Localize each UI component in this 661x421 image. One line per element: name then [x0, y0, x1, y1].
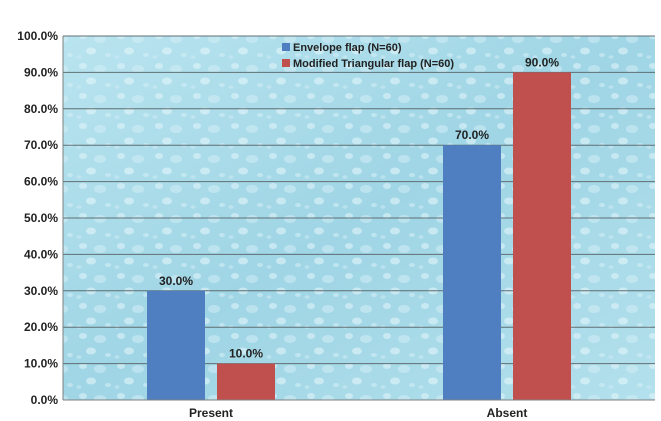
y-tick-label: 80.0%	[24, 102, 58, 116]
data-label: 90.0%	[525, 55, 559, 69]
bars	[147, 72, 571, 401]
y-tick-label: 100.0%	[17, 29, 58, 43]
y-tick-label: 90.0%	[24, 65, 58, 79]
bar	[443, 145, 501, 400]
legend-swatch-envelope	[282, 43, 290, 51]
legend: Envelope flap (N=60) Modified Triangular…	[282, 42, 454, 70]
legend-swatch-triangular	[282, 59, 290, 67]
y-tick-label: 30.0%	[24, 284, 58, 298]
legend-label-triangular: Modified Triangular flap (N=60)	[293, 58, 454, 70]
y-tick-label: 20.0%	[24, 320, 58, 334]
bar	[513, 72, 571, 401]
y-tick-label: 40.0%	[24, 247, 58, 261]
y-tick-label: 60.0%	[24, 175, 58, 189]
y-tick-label: 70.0%	[24, 138, 58, 152]
bar	[217, 363, 275, 400]
y-tick-label: 50.0%	[24, 211, 58, 225]
x-tick-label: Present	[189, 406, 233, 420]
data-label: 70.0%	[455, 128, 489, 142]
x-axis-labels: Present Absent	[189, 406, 527, 420]
x-tick-label: Absent	[487, 406, 528, 420]
axes	[62, 36, 655, 401]
bar	[147, 290, 205, 400]
legend-label-envelope: Envelope flap (N=60)	[293, 42, 402, 54]
data-label: 30.0%	[159, 274, 193, 288]
y-tick-label: 0.0%	[31, 393, 59, 407]
data-labels: 30.0% 10.0% 70.0% 90.0%	[159, 55, 559, 360]
data-label: 10.0%	[229, 347, 263, 361]
y-axis-ticks: 0.0% 10.0% 20.0% 30.0% 40.0% 50.0% 60.0% 70.0% 8…	[17, 29, 58, 407]
y-tick-label: 10.0%	[24, 357, 58, 371]
